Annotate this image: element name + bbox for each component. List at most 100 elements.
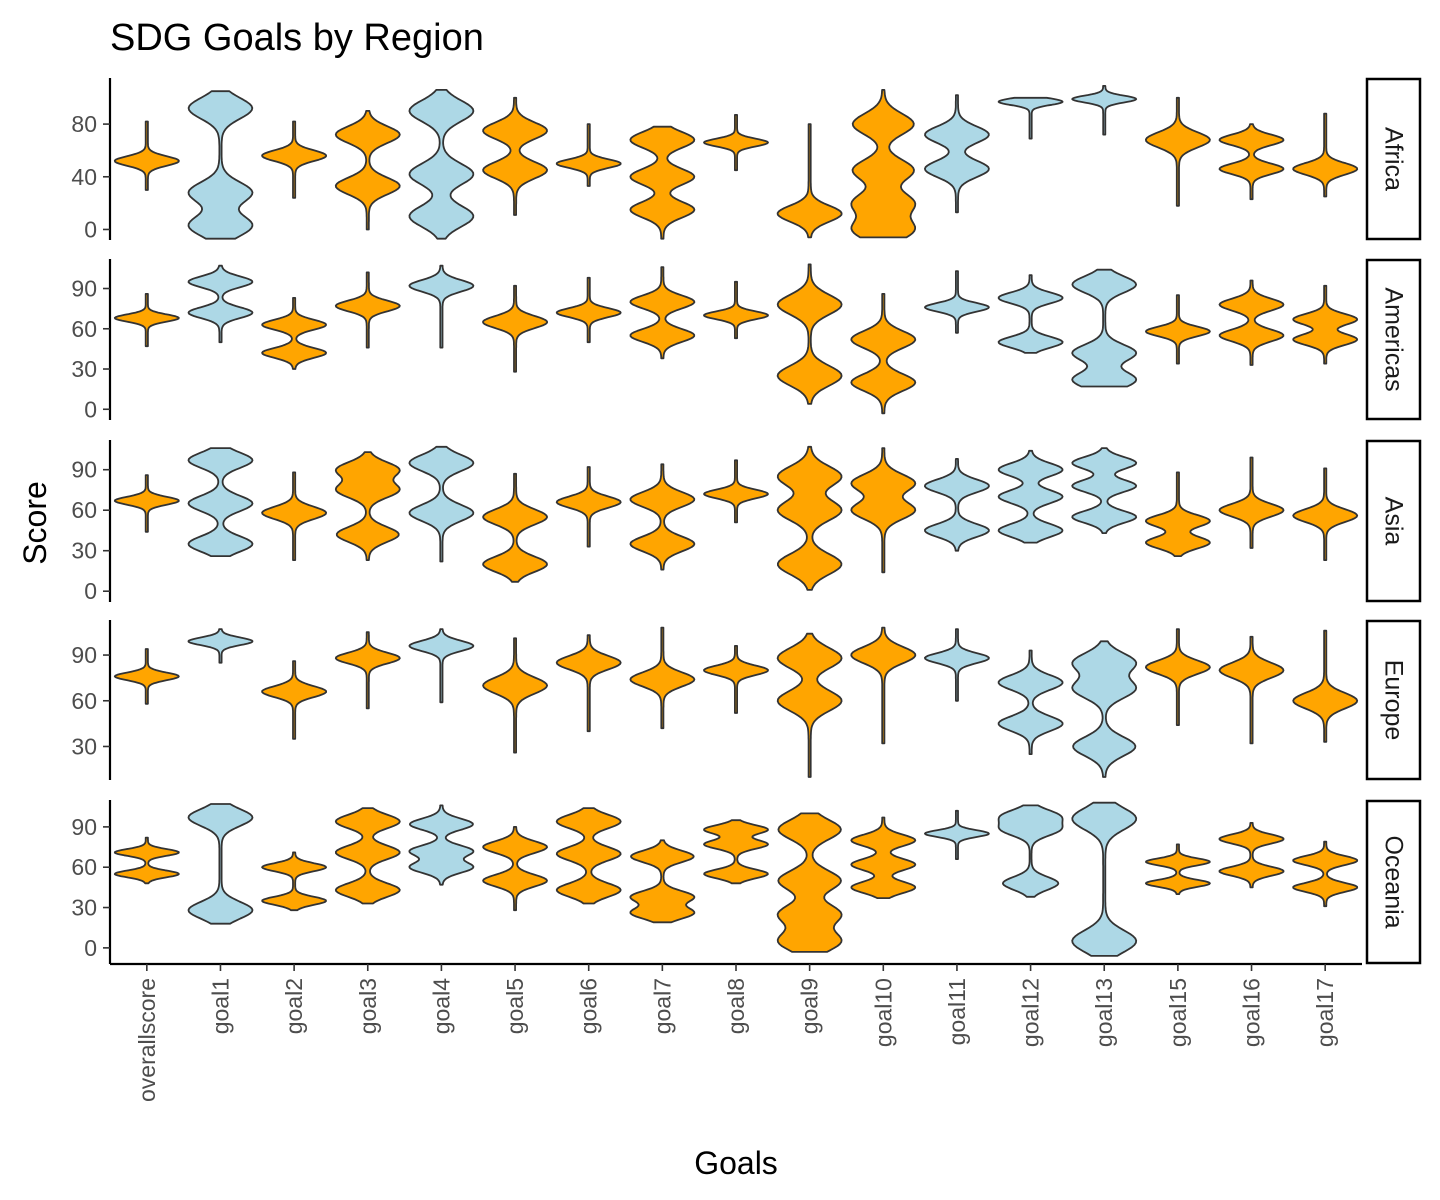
y-tick-label: 0 [84, 935, 97, 961]
violin-americas-goal6 [555, 276, 622, 344]
facet-europe: 30 60 90 Europe [71, 619, 1422, 781]
violin-americas-goal3 [334, 271, 401, 349]
y-tick-label: 60 [71, 854, 97, 880]
violin-oceania-goal4 [408, 804, 475, 886]
facet-africa: 0 40 80 Africa [71, 77, 1422, 242]
x-tick-label: goal4 [428, 978, 454, 1034]
violin-africa-goal16 [1218, 123, 1285, 201]
violin-americas-goal11 [924, 270, 990, 334]
y-tick-label: 0 [84, 216, 97, 242]
violin-asia-goal16 [1218, 456, 1285, 549]
y-tick-label: 90 [71, 457, 97, 483]
violin-africa-goal11 [924, 94, 990, 214]
violin-americas-goal17 [1292, 284, 1359, 365]
violin-oceania-goal15 [1145, 843, 1211, 895]
violin-oceania-goal17 [1292, 840, 1359, 908]
y-tick-label: 90 [71, 642, 97, 668]
violin-americas-goal15 [1145, 294, 1211, 365]
violin-oceania-goal3 [334, 807, 401, 905]
violin-americas-goal9 [776, 263, 843, 405]
facet-strip [1365, 619, 1422, 781]
violin-oceania-goal13 [1071, 801, 1138, 957]
violin-europe-goal15 [1145, 628, 1211, 726]
x-axis-title: Goals [694, 1145, 778, 1181]
x-tick-label: goal7 [649, 978, 675, 1034]
violin-europe-goal9 [776, 632, 843, 778]
x-tick-label: goal16 [1239, 978, 1265, 1047]
violin-europe-goal12 [997, 649, 1064, 755]
violin-africa-goal6 [555, 123, 622, 187]
violin-europe-goal1 [187, 628, 254, 664]
violin-asia-goal17 [1292, 467, 1359, 561]
violin-europe-goal10 [850, 626, 917, 745]
violin-europe-goal11 [924, 628, 990, 702]
violin-americas-goal13 [1071, 268, 1138, 388]
violin-oceania-goal16 [1218, 822, 1285, 889]
violin-asia-goal15 [1145, 471, 1211, 557]
violin-africa-goal17 [1292, 112, 1359, 198]
violin-oceania-goal2 [261, 851, 327, 912]
x-tick-label: goal12 [1018, 978, 1044, 1047]
y-tick-label: 0 [84, 396, 97, 422]
violin-oceania-goal7 [629, 839, 696, 924]
violin-oceania-goal10 [850, 816, 917, 899]
facet-asia: 0 30 60 90 Asia [71, 439, 1422, 604]
violin-americas-goal10 [850, 293, 917, 415]
x-tick-label: goal9 [797, 978, 823, 1034]
facet-strip-label: Europe [1380, 660, 1408, 741]
violin-americas-goal1 [187, 264, 254, 344]
violin-africa-goal9 [776, 123, 843, 239]
y-axis-title: Score [17, 481, 53, 565]
violin-africa-goal2 [261, 120, 327, 199]
violin-africa-goal12 [997, 96, 1064, 140]
x-tick-label: goal1 [207, 978, 233, 1034]
facet-americas: 0 30 60 90 Americas [71, 258, 1422, 422]
violin-oceania-goal6 [555, 807, 622, 905]
violin-europe-goal4 [408, 628, 475, 704]
y-tick-label: 90 [71, 814, 97, 840]
x-tick-label: goal17 [1312, 978, 1338, 1047]
violin-africa-overallscore [113, 120, 180, 191]
x-tick-label: goal6 [576, 978, 602, 1034]
y-tick-label: 60 [71, 497, 97, 523]
violin-americas-overallscore [113, 293, 180, 348]
violin-africa-goal1 [187, 90, 254, 240]
facet-strip [1365, 77, 1422, 241]
violin-europe-goal2 [261, 660, 327, 740]
violin-africa-goal3 [334, 110, 401, 231]
violin-americas-goal16 [1218, 279, 1285, 366]
facet-strip-label: Africa [1380, 127, 1408, 191]
violin-asia-goal2 [261, 471, 327, 561]
facet-strip-label: Oceania [1380, 835, 1408, 928]
y-tick-label: 80 [71, 111, 97, 137]
y-tick-label: 90 [71, 276, 97, 302]
violin-asia-goal8 [703, 459, 769, 524]
violin-europe-goal13 [1071, 640, 1138, 778]
x-tick-label: goal8 [723, 978, 749, 1034]
violin-africa-goal5 [482, 96, 548, 216]
violin-oceania-goal5 [482, 826, 548, 912]
chart-title: SDG Goals by Region [110, 17, 484, 59]
violin-oceania-goal1 [187, 803, 254, 925]
violin-asia-goal12 [997, 449, 1064, 544]
violin-europe-goal3 [334, 631, 401, 710]
y-tick-label: 30 [71, 356, 97, 382]
violin-americas-goal2 [261, 297, 327, 370]
y-tick-label: 60 [71, 688, 97, 714]
violin-asia-goal5 [482, 472, 548, 583]
violin-africa-goal7 [629, 125, 696, 240]
violin-asia-overallscore [113, 474, 180, 533]
y-tick-label: 60 [71, 316, 97, 342]
facet-strip [1365, 258, 1422, 421]
facet-panels: 0 40 80 Africa 0 30 60 90 Americas 0 30 60 90 Asia 30 6… [71, 77, 1422, 965]
facet-strip-label: Asia [1380, 497, 1408, 546]
violin-africa-goal13 [1071, 85, 1138, 136]
violin-europe-goal5 [482, 637, 548, 754]
facet-strip-label: Americas [1380, 287, 1408, 391]
violin-africa-goal15 [1145, 96, 1211, 207]
violin-asia-goal1 [187, 447, 254, 557]
y-tick-label: 0 [84, 578, 97, 604]
violin-americas-goal7 [629, 266, 696, 360]
x-tick-label: goal11 [944, 978, 970, 1045]
